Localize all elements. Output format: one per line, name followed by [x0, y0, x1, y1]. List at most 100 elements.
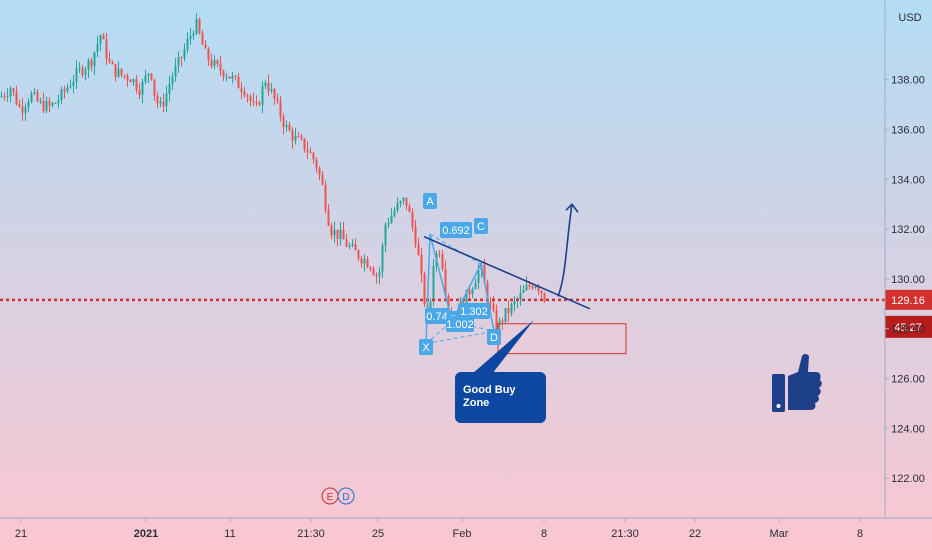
y-tick-label: 124.00: [891, 423, 925, 435]
countdown-box: [885, 315, 932, 338]
candle-body: [492, 303, 495, 311]
candle-body: [342, 229, 345, 240]
candle-body: [504, 307, 507, 322]
candle-body: [411, 212, 414, 227]
candle-body: [468, 289, 471, 295]
candle-body: [213, 60, 216, 66]
pattern-ratio-line: [429, 233, 482, 265]
candle-body: [510, 303, 513, 314]
candle-body: [168, 83, 171, 94]
candle-body: [276, 98, 279, 101]
candle-body: [357, 250, 360, 259]
candle-body: [75, 68, 78, 82]
candle-body: [216, 60, 219, 64]
event-marker-label: D: [342, 492, 349, 503]
candle-body: [303, 138, 306, 150]
candle-body: [522, 290, 525, 293]
candle-body: [441, 254, 444, 270]
candle-body: [159, 101, 162, 104]
candle-body: [390, 215, 393, 224]
candle-body: [495, 310, 498, 331]
candle-body: [339, 229, 342, 239]
candles: [0, 13, 546, 334]
candle-body: [318, 168, 321, 176]
event-marker-label: E: [327, 492, 334, 503]
candle-body: [207, 48, 210, 61]
candle-body: [513, 301, 516, 304]
candle-body: [144, 75, 147, 82]
x-tick-label: 21:30: [611, 528, 639, 540]
y-tick-label: 128.00: [891, 324, 925, 336]
candle-body: [345, 239, 348, 247]
pattern-ratio-line: [425, 330, 495, 345]
candle-body: [528, 284, 531, 287]
candle-body: [39, 100, 42, 102]
candle-body: [534, 286, 537, 289]
x-tick-label: 21: [15, 528, 27, 540]
candle-body: [321, 175, 324, 185]
y-tick-label: 134.00: [891, 174, 925, 186]
candle-body: [105, 39, 108, 60]
candle-body: [165, 93, 168, 107]
candle-body: [219, 63, 222, 71]
candle-body: [81, 67, 84, 75]
candle-body: [423, 274, 426, 304]
candle-body: [366, 259, 369, 268]
candle-body: [42, 100, 45, 112]
candle-body: [210, 60, 213, 66]
point-label-c-box: [474, 218, 488, 234]
x-tick-label: 21:30: [297, 528, 325, 540]
thumb-cuff-dot: [776, 404, 781, 408]
candle-body: [27, 101, 30, 108]
time-axis[interactable]: 21 2021 11 21:30 25 Feb 8 21:30 22 Mar 8: [15, 518, 863, 540]
candle-body: [264, 82, 267, 87]
forecast-arrow-head: [565, 202, 579, 213]
ratio-label-box: [446, 316, 474, 332]
price-axis[interactable]: USD 122.00 124.00 126.00 128.00 130.00 132.00…: [885, 12, 925, 485]
point-label-d: D: [490, 332, 498, 344]
candle-body: [120, 68, 123, 76]
candle-body: [12, 88, 15, 92]
candle-body: [270, 89, 273, 92]
y-tick-label: 132.00: [891, 224, 925, 236]
candle-body: [393, 210, 396, 216]
point-label-a: A: [426, 196, 434, 208]
y-tick-label: 122.00: [891, 473, 925, 485]
candle-body: [501, 320, 504, 322]
candle-body: [9, 88, 12, 96]
candle-body: [129, 80, 132, 83]
candle-body: [519, 292, 522, 300]
y-tick-label: 136.00: [891, 125, 925, 137]
x-tick-label: 2021: [134, 528, 158, 540]
candle-body: [192, 33, 195, 36]
candle-body: [180, 57, 183, 59]
candle-body: [267, 82, 270, 92]
candle-body: [315, 159, 318, 169]
candle-body: [198, 18, 201, 33]
note-pointer: [472, 320, 534, 374]
candle-body: [498, 320, 501, 331]
candle-body: [150, 73, 153, 80]
candle-body: [477, 269, 480, 283]
candle-body: [255, 102, 258, 104]
candle-body: [189, 35, 192, 39]
candle-body: [201, 32, 204, 45]
candle-body: [285, 124, 288, 128]
candle-body: [291, 130, 294, 141]
ratio-label: 1.002: [446, 319, 474, 331]
candle-body: [186, 38, 189, 50]
candle-body: [282, 116, 285, 128]
candle-body: [234, 75, 237, 77]
candle-body: [141, 81, 144, 96]
point-label-x: X: [422, 342, 430, 354]
candle-body: [3, 96, 6, 98]
candle-body: [543, 293, 546, 302]
candle-body: [252, 100, 255, 103]
candle-body: [138, 90, 141, 96]
candle-body: [69, 85, 72, 88]
candle-body: [378, 271, 381, 277]
candle-body: [162, 101, 165, 107]
candle-body: [333, 229, 336, 236]
candle-body: [483, 264, 486, 283]
